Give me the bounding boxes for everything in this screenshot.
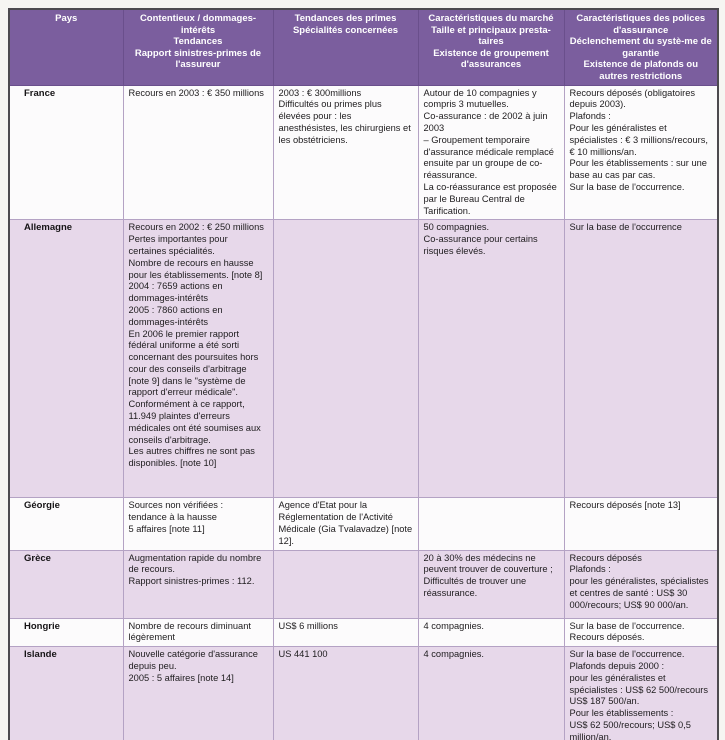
table-cell: Nouvelle catégorie d'assurance depuis pe… <box>122 646 274 740</box>
insurance-comparison-table: Pays Contentieux / dommages-intérêts Ten… <box>8 8 719 740</box>
table-cell: Sur la base de l'occurrence <box>563 219 719 499</box>
table-cell: Augmentation rapide du nombre de recours… <box>122 549 274 619</box>
table-cell: 50 compagnies. Co-assurance pour certain… <box>417 219 565 499</box>
table-cell: Sur la base de l'occurrence. Plafonds de… <box>563 646 719 740</box>
country-cell: Allemagne <box>8 219 124 499</box>
table-cell: Recours en 2003 : € 350 millions <box>122 84 274 221</box>
table-cell: 20 à 30% des médecins ne peuvent trouver… <box>417 549 565 619</box>
table-cell: 4 compagnies. <box>417 617 565 648</box>
table-row-allemagne: Allemagne Recours en 2002 : € 250 millio… <box>8 219 719 499</box>
table-cell <box>272 219 419 499</box>
header-cell-tendances-primes: Tendances des primes Spécialités concern… <box>272 8 419 86</box>
table-cell: Agence d'Etat pour la Réglementation de … <box>272 497 419 551</box>
table-cell: Recours en 2002 : € 250 millions Pertes … <box>122 219 274 499</box>
table-cell: US 441 100 <box>272 646 419 740</box>
country-cell: Grèce <box>8 549 124 619</box>
table-row-georgie: Géorgie Sources non vérifiées : tendance… <box>8 497 719 551</box>
table-cell: Autour de 10 compagnies y compris 3 mutu… <box>417 84 565 221</box>
country-cell: Géorgie <box>8 497 124 551</box>
header-row: Pays Contentieux / dommages-intérêts Ten… <box>8 8 719 86</box>
table-cell: Sources non vérifiées : tendance à la ha… <box>122 497 274 551</box>
country-cell: Islande <box>8 646 124 740</box>
table-cell: US$ 6 millions <box>272 617 419 648</box>
header-cell-contentieux: Contentieux / dommages-intérêts Tendance… <box>122 8 274 86</box>
table-cell: Recours déposés Plafonds : pour les géné… <box>563 549 719 619</box>
table-cell: 4 compagnies. <box>417 646 565 740</box>
table-row-islande: Islande Nouvelle catégorie d'assurance d… <box>8 646 719 740</box>
country-cell: France <box>8 84 124 221</box>
header-cell-caracteristiques-polices: Caractéristiques des polices d'assurance… <box>563 8 719 86</box>
table-cell <box>272 549 419 619</box>
country-cell: Hongrie <box>8 617 124 648</box>
header-cell-pays: Pays <box>8 8 124 86</box>
table-cell: Sur la base de l'occurrence. Recours dép… <box>563 617 719 648</box>
table-cell: 2003 : € 300millions Difficultés ou prim… <box>272 84 419 221</box>
header-cell-caracteristiques-marche: Caractéristiques du marché Taille et pri… <box>417 8 565 86</box>
table-row-grece: Grèce Augmentation rapide du nombre de r… <box>8 549 719 619</box>
table-cell: Nombre de recours diminuant légèrement <box>122 617 274 648</box>
table-cell <box>417 497 565 551</box>
table-cell: Recours déposés [note 13] <box>563 497 719 551</box>
table-cell: Recours déposés (obligatoires depuis 200… <box>563 84 719 221</box>
table-row-hongrie: Hongrie Nombre de recours diminuant légè… <box>8 617 719 648</box>
table-row-france: France Recours en 2003 : € 350 millions … <box>8 84 719 221</box>
